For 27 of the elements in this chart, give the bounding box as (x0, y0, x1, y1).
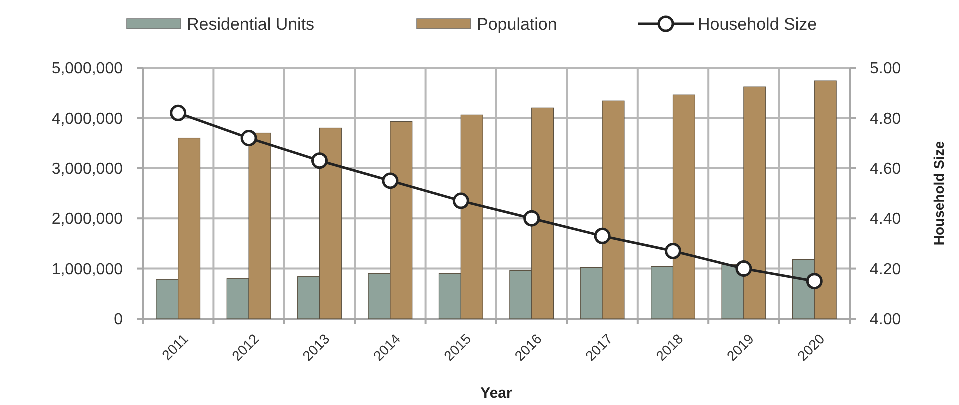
point (665, 242, 682, 260)
legend-label: Population (477, 14, 558, 34)
y-tick-label: 2,000,000 (52, 211, 124, 228)
y2-tick-label: 4.00 (870, 312, 902, 329)
point (452, 192, 470, 210)
y2-tick-label: 4.60 (870, 161, 902, 178)
y2-axis-title: Household Size (931, 141, 947, 246)
y-tick-label: 3,000,000 (52, 161, 124, 178)
y2-tick-label: 4.80 (870, 110, 902, 128)
x-axis-title: Year (480, 385, 513, 402)
y2-tick-label: 4.20 (870, 261, 902, 278)
y2-tick-label: 4.40 (870, 211, 902, 228)
y-tick-label: 4,000,000 (52, 110, 124, 128)
point (594, 228, 611, 244)
point (736, 260, 752, 278)
legend-label: Residential Units (187, 14, 315, 34)
point (806, 273, 823, 290)
y-tick-label: 5,000,000 (52, 60, 124, 78)
point (382, 172, 399, 190)
legend-label: Household Size (698, 14, 818, 34)
point (524, 210, 540, 227)
y2-tick-label: 5.00 (870, 60, 902, 78)
point (312, 152, 328, 170)
y-tick-label: 1,000,000 (52, 261, 124, 278)
point (240, 130, 258, 147)
point (170, 104, 187, 122)
y-tick-label: 0 (114, 312, 124, 329)
